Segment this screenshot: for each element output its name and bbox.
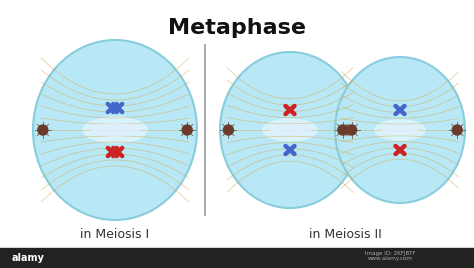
- Ellipse shape: [269, 124, 311, 136]
- Circle shape: [338, 125, 348, 135]
- Ellipse shape: [82, 117, 148, 143]
- Bar: [0, 248, 474, 268]
- Circle shape: [346, 125, 356, 135]
- Text: alamy: alamy: [11, 253, 45, 263]
- Circle shape: [452, 125, 462, 135]
- Circle shape: [182, 125, 192, 135]
- Ellipse shape: [335, 57, 465, 203]
- Circle shape: [38, 125, 48, 135]
- Ellipse shape: [33, 40, 197, 220]
- Text: in Meiosis II: in Meiosis II: [309, 228, 382, 241]
- Ellipse shape: [91, 123, 140, 137]
- Text: Image ID: 2KFJBTF
www.alamy.com: Image ID: 2KFJBTF www.alamy.com: [365, 251, 415, 261]
- Ellipse shape: [381, 125, 419, 136]
- Ellipse shape: [262, 118, 318, 142]
- Circle shape: [223, 125, 233, 135]
- Text: in Meiosis I: in Meiosis I: [81, 228, 150, 241]
- Text: Metaphase: Metaphase: [168, 18, 306, 38]
- Ellipse shape: [374, 119, 426, 141]
- Ellipse shape: [220, 52, 360, 208]
